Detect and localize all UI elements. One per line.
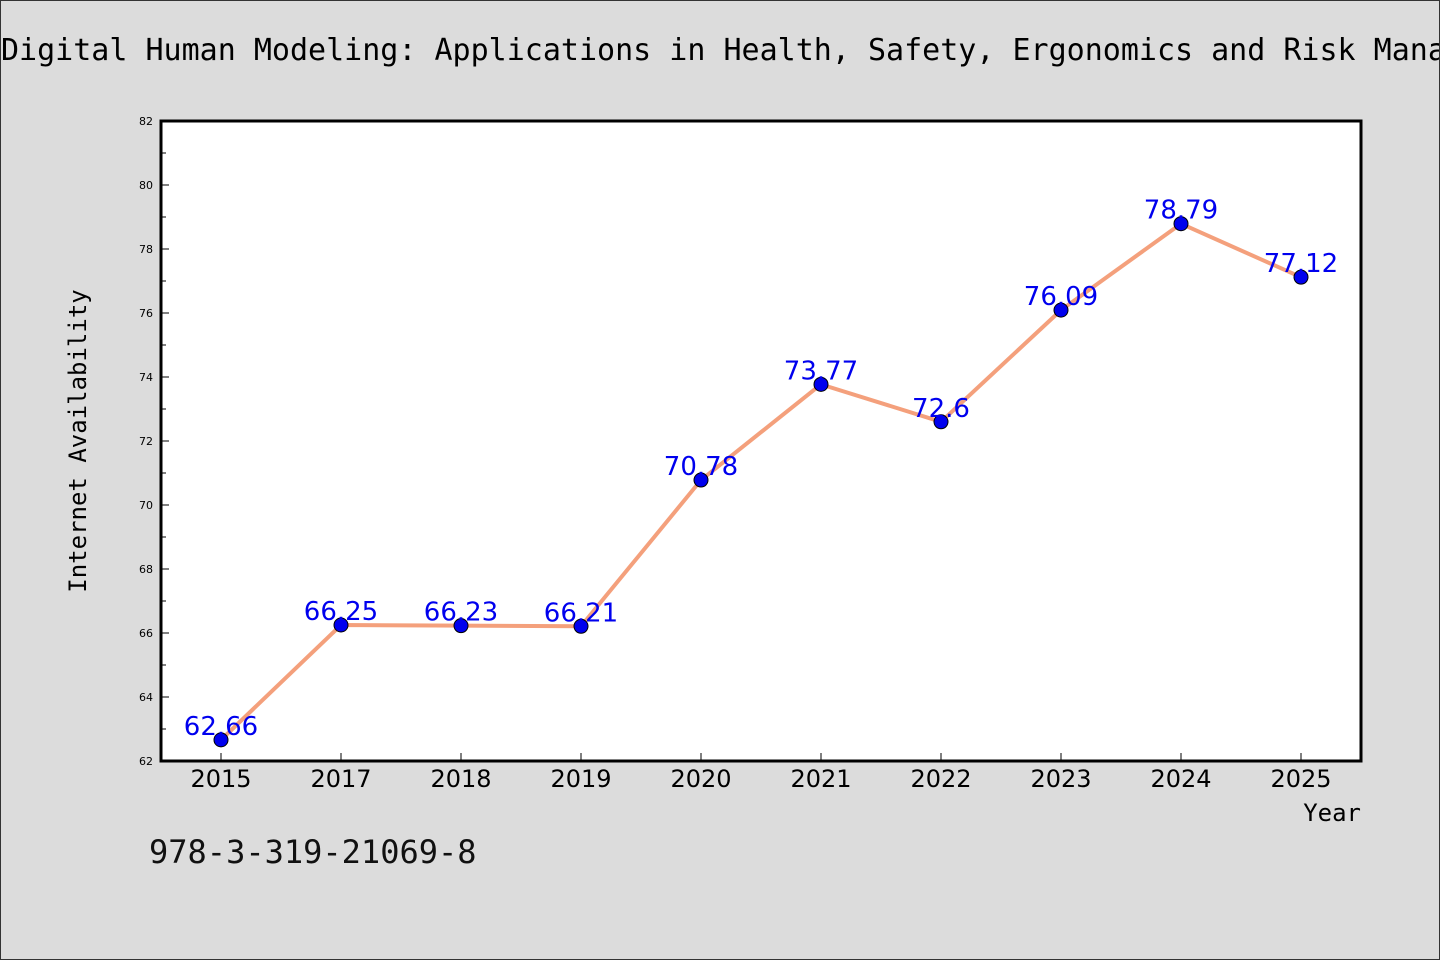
- y-tick-label: 62: [139, 755, 153, 768]
- x-tick-label: 2021: [790, 765, 851, 793]
- x-tick-label: 2024: [1150, 765, 1211, 793]
- y-tick-label: 78: [139, 243, 153, 256]
- series-line: [219, 221, 1303, 742]
- x-tick-label: 2020: [670, 765, 731, 793]
- data-point: [813, 376, 829, 392]
- chart-title: Digital Human Modeling: Applications in …: [1, 33, 1439, 68]
- plot-area: [159, 119, 1363, 763]
- y-tick-label: 68: [139, 563, 153, 576]
- y-tick-label: 76: [139, 307, 153, 320]
- data-point: [453, 618, 469, 634]
- y-tick-label: 64: [139, 691, 153, 704]
- y-tick-label: 80: [139, 179, 153, 192]
- data-label: 66.23: [424, 598, 498, 628]
- x-axis-title: Year: [1303, 799, 1361, 827]
- x-tick-label: 2022: [910, 765, 971, 793]
- data-point: [693, 472, 709, 488]
- data-label: 72.6: [912, 394, 970, 424]
- y-tick-label: 66: [139, 627, 153, 640]
- x-tick-label: 2025: [1270, 765, 1331, 793]
- data-point: [1173, 216, 1189, 232]
- x-tick-label: 2017: [310, 765, 371, 793]
- x-tick-label: 2019: [550, 765, 611, 793]
- y-tick-label: 82: [139, 115, 153, 128]
- data-label: 62.66: [184, 712, 258, 742]
- isbn-text: 978-3-319-21069-8: [149, 833, 477, 871]
- y-tick-label: 72: [139, 435, 153, 448]
- data-point: [933, 414, 949, 430]
- data-label: 66.21: [544, 598, 618, 628]
- data-point: [1293, 269, 1309, 285]
- y-tick-label: 74: [139, 371, 153, 384]
- x-tick-label: 2018: [430, 765, 491, 793]
- data-label: 73.77: [784, 356, 858, 386]
- data-point: [213, 732, 229, 748]
- data-label: 77.12: [1264, 249, 1338, 279]
- data-label: 78.79: [1144, 196, 1218, 226]
- data-point: [333, 617, 349, 633]
- data-point: [573, 618, 589, 634]
- data-label: 66.25: [304, 597, 378, 627]
- x-tick-label: 2023: [1030, 765, 1091, 793]
- data-point: [1053, 302, 1069, 318]
- data-label: 76.09: [1024, 282, 1098, 312]
- x-tick-label: 2015: [190, 765, 251, 793]
- data-label: 70.78: [664, 452, 738, 482]
- y-tick-label: 70: [139, 499, 153, 512]
- y-axis-title: Internet Availability: [64, 289, 92, 592]
